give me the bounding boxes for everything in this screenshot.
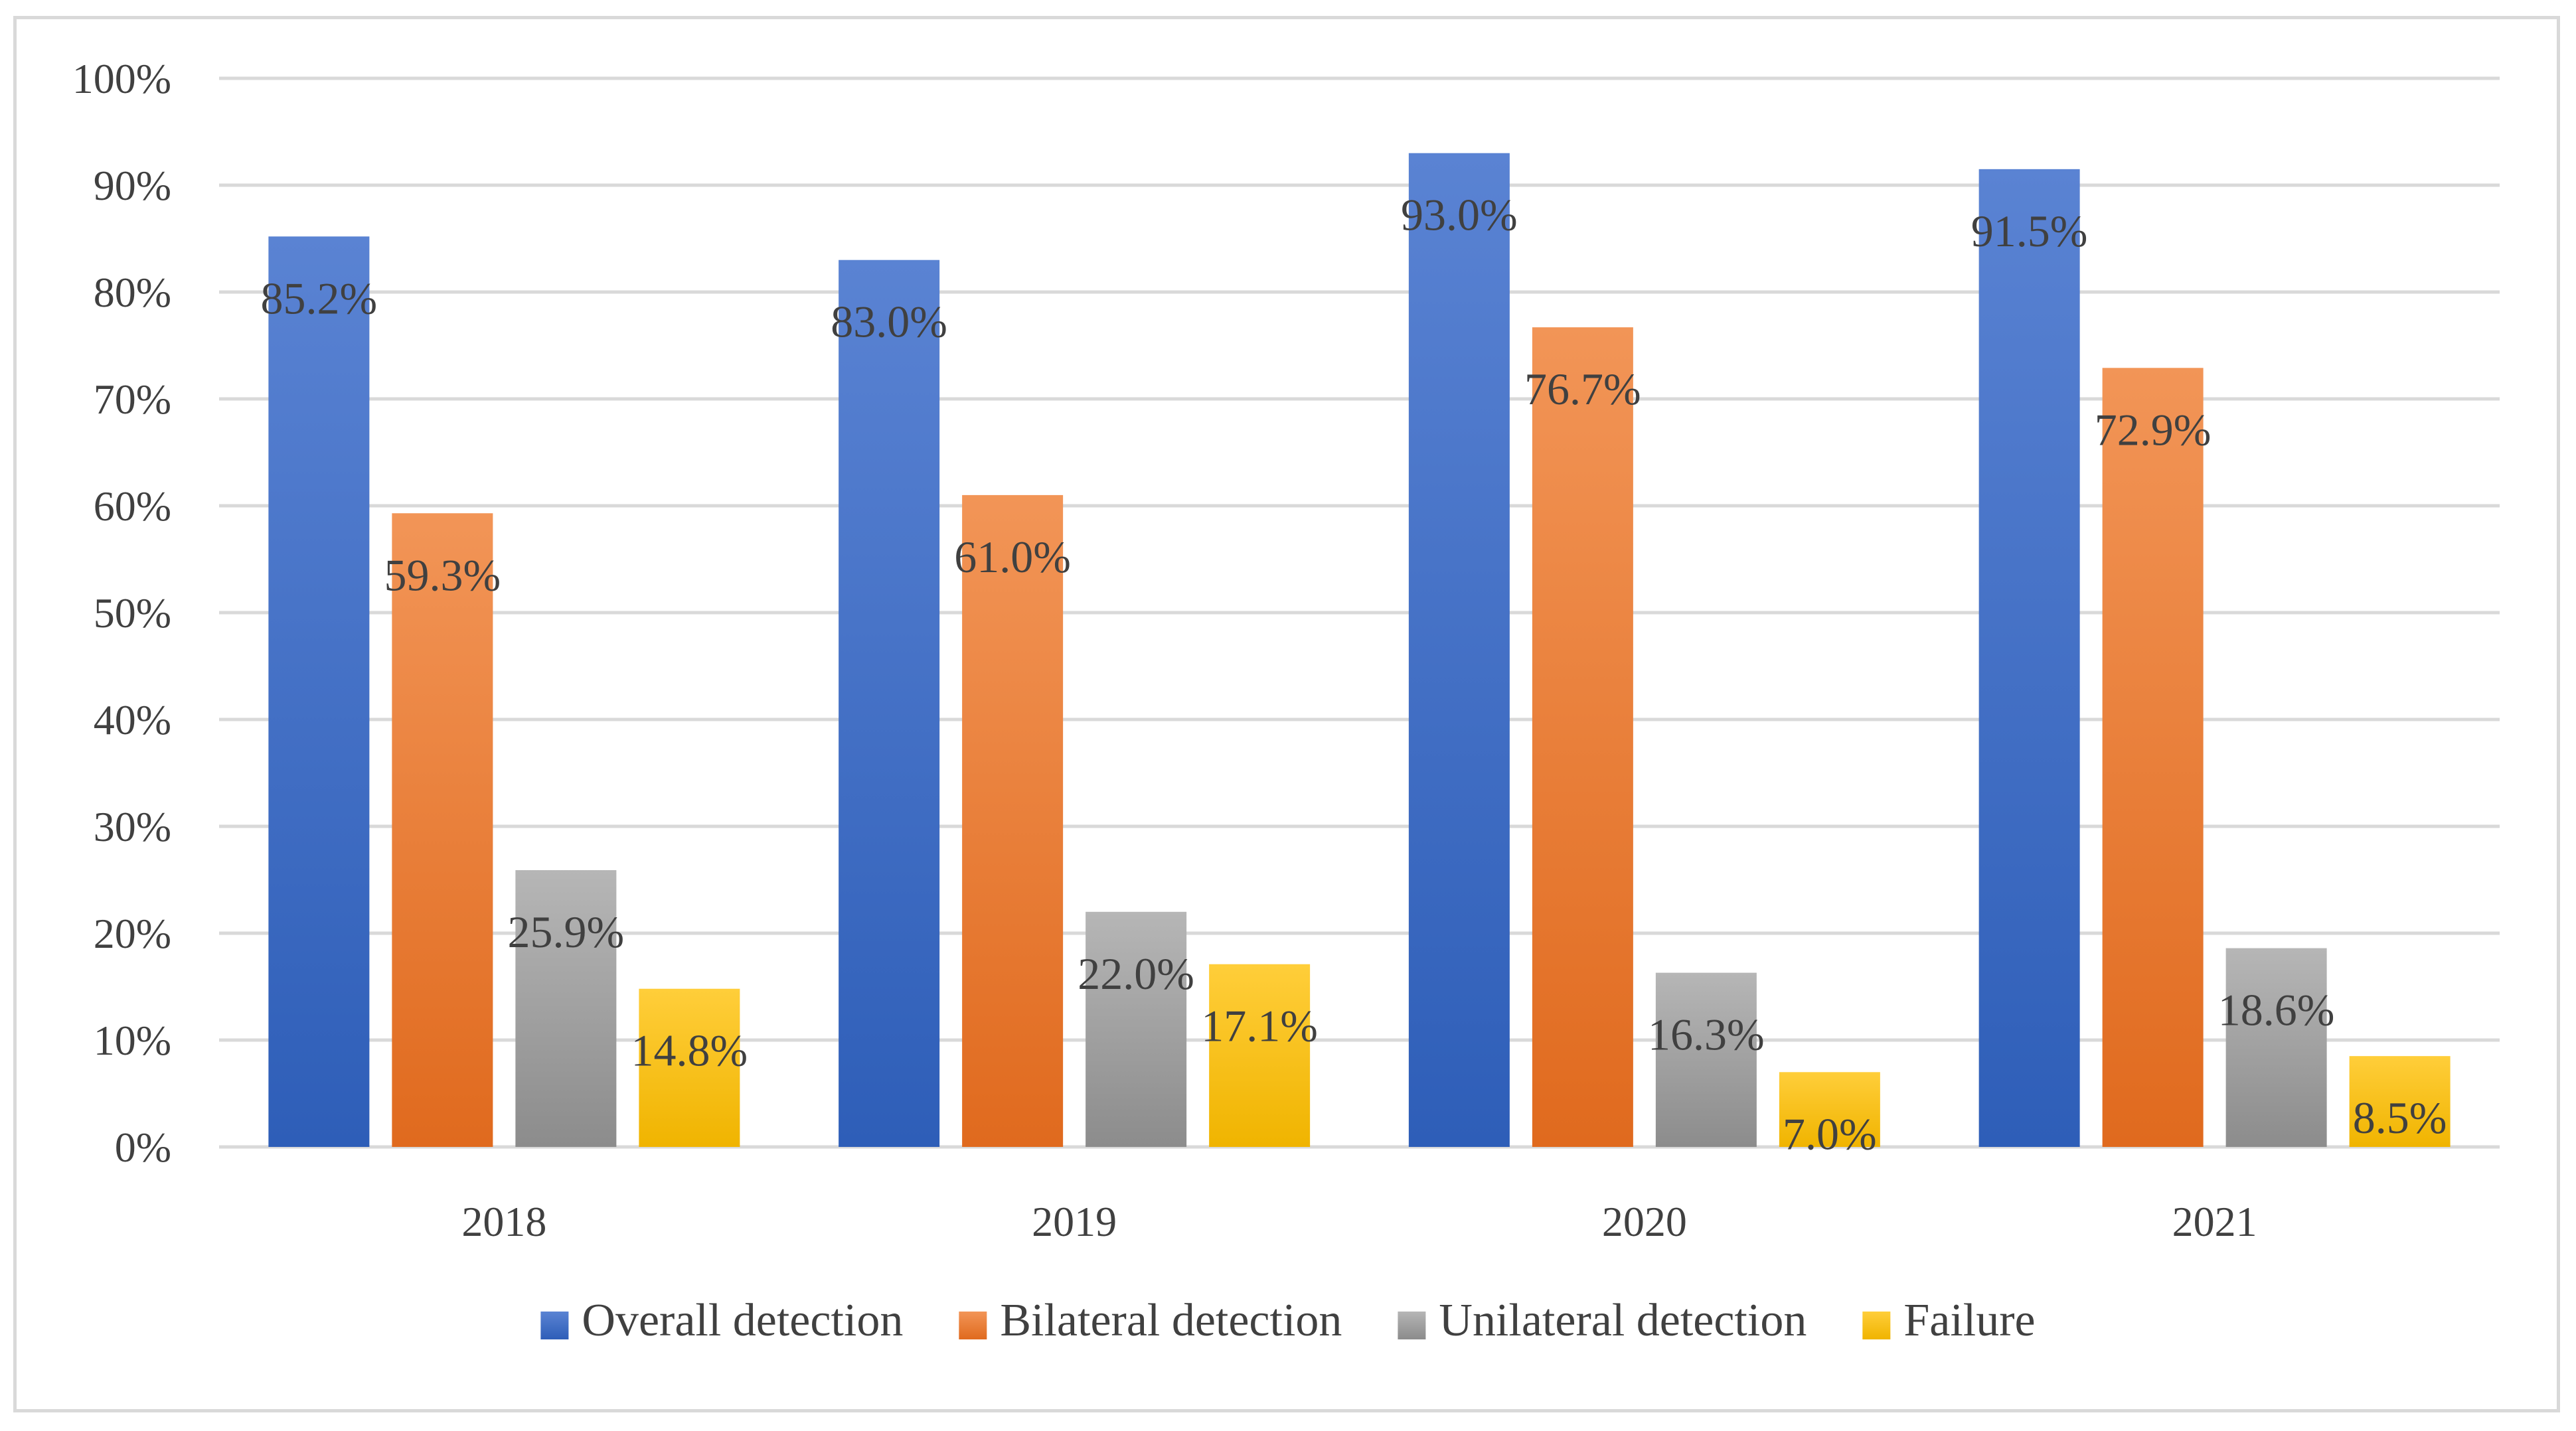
legend-swatch bbox=[959, 1312, 987, 1339]
legend-swatch bbox=[540, 1312, 569, 1339]
y-tick-label: 90% bbox=[94, 162, 171, 209]
bar-unilateral-detection-2019 bbox=[1086, 911, 1187, 1147]
bar-failure-2021 bbox=[2349, 1056, 2451, 1147]
bars bbox=[268, 153, 2451, 1148]
bar-bilateral-detection-2021 bbox=[2102, 368, 2204, 1147]
legend-item-overall-detection: Overall detection bbox=[540, 1295, 903, 1346]
data-label: 76.7% bbox=[1524, 364, 1641, 414]
data-label: 72.9% bbox=[2095, 404, 2212, 455]
data-label: 22.0% bbox=[1078, 948, 1194, 999]
bar-unilateral-detection-2018 bbox=[515, 870, 617, 1147]
data-label: 18.6% bbox=[2218, 985, 2335, 1035]
y-axis-ticks: 0% 10% 20% 30% 40% 50% 60% 70% 80% 90% 100% bbox=[72, 55, 171, 1171]
data-label: 16.3% bbox=[1648, 1010, 1765, 1060]
x-axis-ticks: 2018 2019 2020 2021 bbox=[461, 1198, 2257, 1245]
y-tick-label: 50% bbox=[94, 589, 171, 637]
bar-bilateral-detection-2019 bbox=[962, 494, 1064, 1147]
legend: Overall detection Bilateral detection Unil… bbox=[540, 1295, 2036, 1346]
y-tick-label: 20% bbox=[94, 910, 171, 957]
y-tick-label: 60% bbox=[94, 483, 171, 530]
bar-failure-2019 bbox=[1209, 964, 1311, 1147]
data-label: 93.0% bbox=[1401, 190, 1518, 240]
legend-label: Bilateral detection bbox=[1000, 1295, 1342, 1346]
data-label: 91.5% bbox=[1971, 206, 2088, 256]
bar-overall-detection-2020 bbox=[1408, 153, 1510, 1148]
legend-item-unilateral-detection: Unilateral detection bbox=[1398, 1295, 1807, 1346]
legend-swatch bbox=[1862, 1312, 1891, 1339]
x-tick-label: 2018 bbox=[461, 1198, 546, 1245]
bar-overall-detection-2021 bbox=[1978, 169, 2080, 1148]
data-label: 83.0% bbox=[831, 297, 947, 347]
legend-label: Overall detection bbox=[582, 1295, 903, 1346]
bar-unilateral-detection-2020 bbox=[1655, 972, 1757, 1147]
y-tick-label: 40% bbox=[94, 696, 171, 743]
legend-swatch bbox=[1398, 1312, 1426, 1339]
bar-overall-detection-2018 bbox=[268, 236, 370, 1147]
bar-failure-2018 bbox=[639, 988, 740, 1147]
data-label: 85.2% bbox=[261, 273, 378, 323]
x-tick-label: 2021 bbox=[2172, 1198, 2257, 1245]
x-tick-label: 2020 bbox=[1602, 1198, 1687, 1245]
legend-item-bilateral-detection: Bilateral detection bbox=[959, 1295, 1342, 1346]
legend-label: Failure bbox=[1903, 1295, 2035, 1346]
data-label: 61.0% bbox=[954, 532, 1071, 582]
data-label: 59.3% bbox=[384, 550, 501, 600]
legend-label: Unilateral detection bbox=[1439, 1295, 1807, 1346]
data-label: 14.8% bbox=[631, 1025, 748, 1076]
data-label: 7.0% bbox=[1783, 1108, 1877, 1159]
x-tick-label: 2019 bbox=[1032, 1198, 1117, 1245]
y-tick-label: 70% bbox=[94, 376, 171, 423]
data-label: 8.5% bbox=[2353, 1092, 2447, 1143]
bar-overall-detection-2019 bbox=[839, 260, 940, 1148]
bar-bilateral-detection-2020 bbox=[1532, 327, 1633, 1147]
data-label: 25.9% bbox=[508, 907, 625, 957]
bar-bilateral-detection-2018 bbox=[392, 513, 493, 1147]
y-tick-label: 100% bbox=[72, 55, 171, 102]
y-tick-label: 0% bbox=[115, 1124, 171, 1171]
data-labels: 85.2% 59.3% 25.9% 14.8% 83.0% 61.0% 22.0%17.1%… bbox=[261, 190, 2447, 1160]
data-label: 17.1% bbox=[1201, 1001, 1318, 1051]
bar-unilateral-detection-2021 bbox=[2225, 948, 2327, 1147]
y-tick-label: 30% bbox=[94, 803, 171, 850]
y-tick-label: 10% bbox=[94, 1017, 171, 1064]
bar-failure-2020 bbox=[1779, 1072, 1880, 1147]
y-tick-label: 80% bbox=[94, 269, 171, 316]
legend-item-failure: Failure bbox=[1862, 1295, 2036, 1346]
